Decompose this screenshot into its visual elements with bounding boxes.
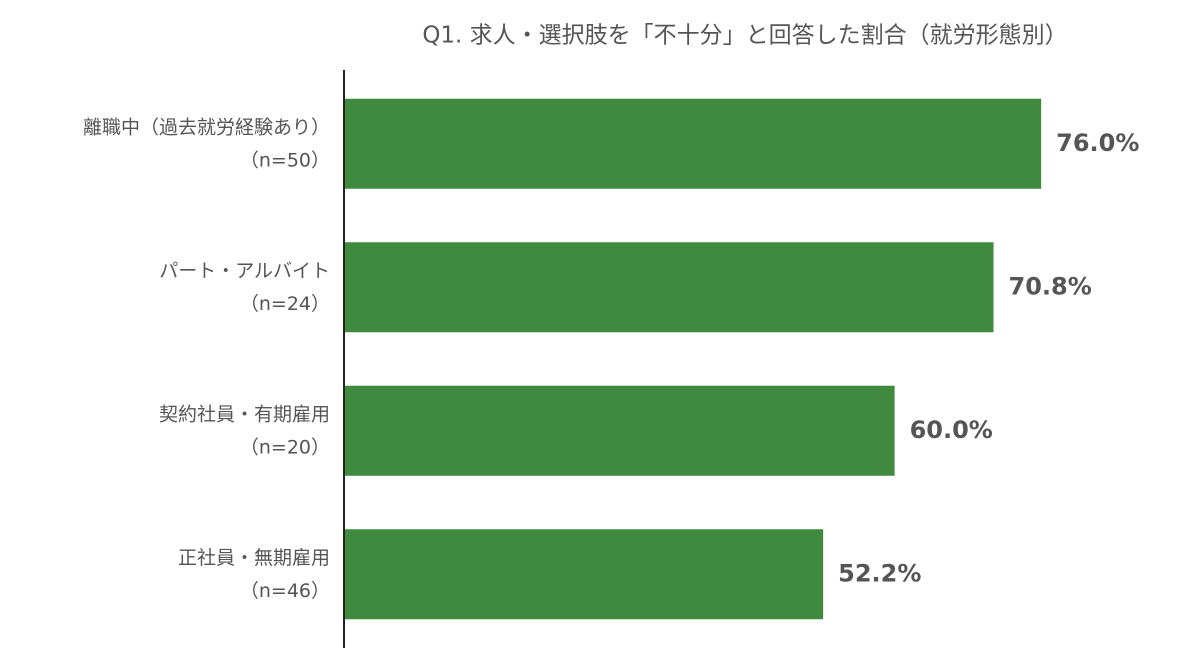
- category-label: パート・アルバイト: [159, 260, 330, 282]
- category-label: 正社員・無期雇用: [178, 547, 330, 569]
- chart-title: Q1. 求人・選択肢を「不十分」と回答した割合（就労形態別）: [422, 23, 1067, 49]
- bar: [345, 385, 895, 476]
- category-note: （n=20）: [240, 436, 330, 458]
- bar: [345, 529, 824, 620]
- category-note: （n=46）: [240, 580, 330, 602]
- value-label: 52.2%: [838, 559, 921, 587]
- category-label: 離職中（過去就労経験あり）: [83, 116, 330, 138]
- bar: [345, 242, 994, 333]
- value-label: 76.0%: [1056, 129, 1139, 157]
- category-note: （n=24）: [240, 293, 330, 315]
- bar: [345, 98, 1042, 189]
- category-note: （n=50）: [240, 149, 330, 171]
- value-label: 70.8%: [1009, 272, 1092, 300]
- category-label: 契約社員・有期雇用: [159, 403, 330, 425]
- value-label: 60.0%: [910, 416, 993, 444]
